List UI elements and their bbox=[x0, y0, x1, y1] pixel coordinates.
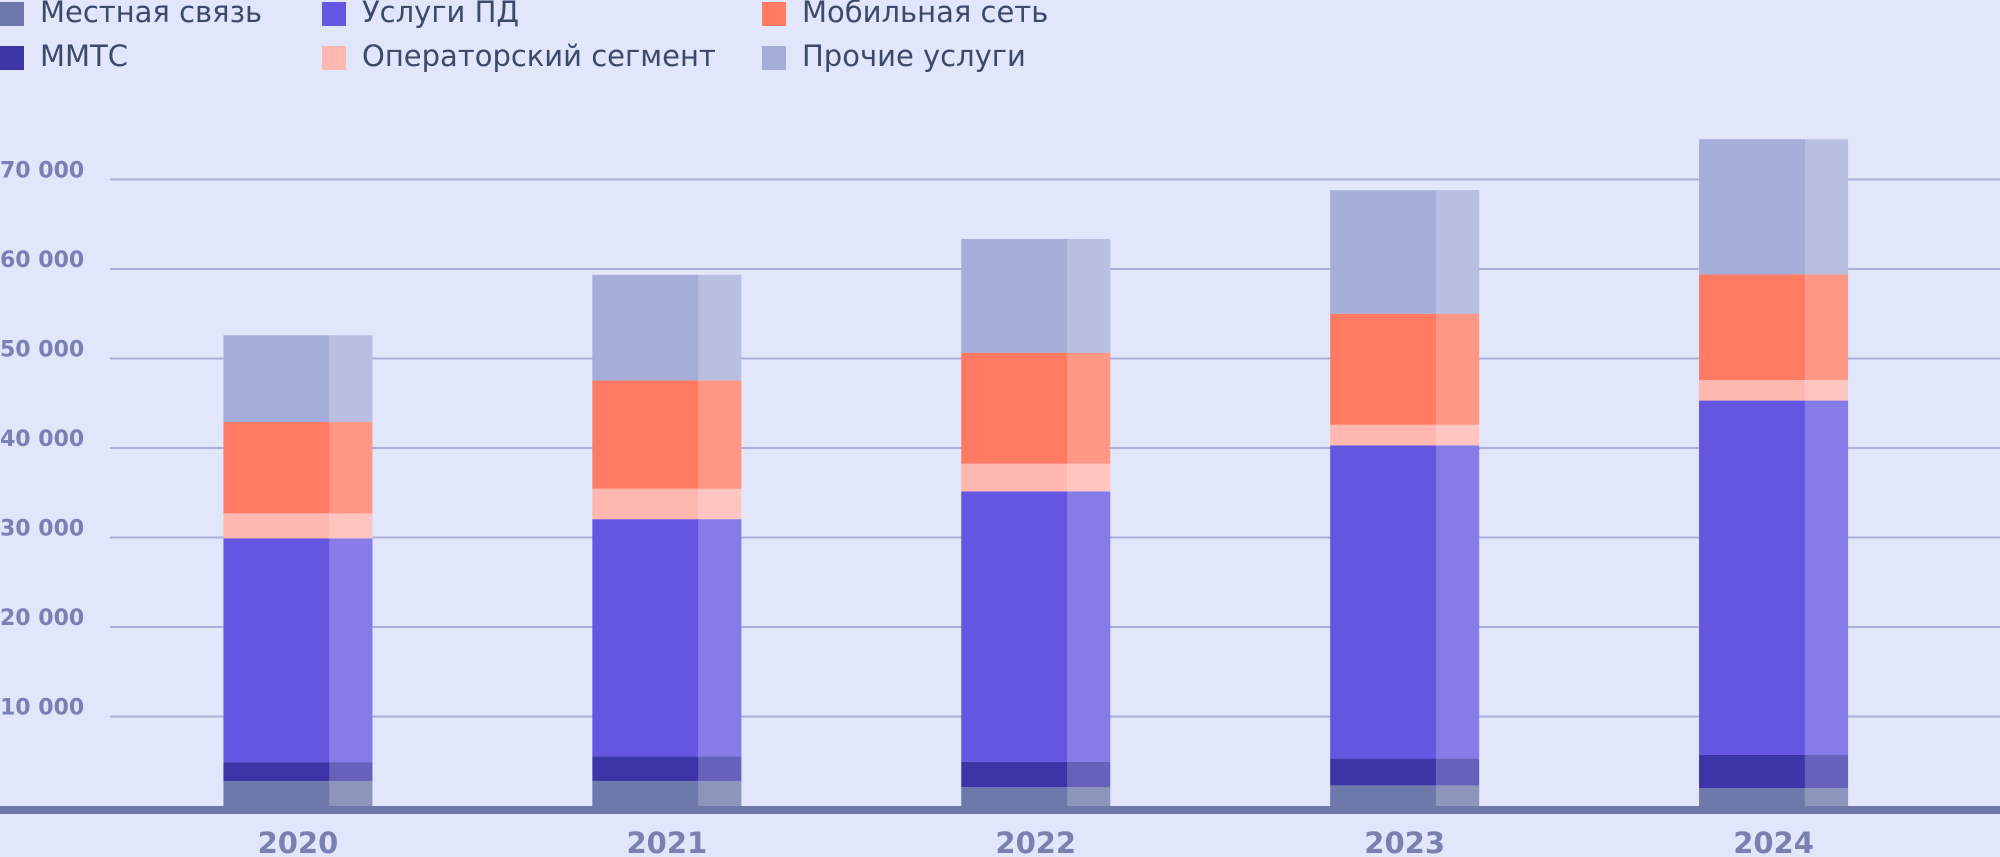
y-tick-label: 50 000 bbox=[0, 338, 84, 363]
bar-segment bbox=[223, 513, 373, 539]
y-tick-label: 60 000 bbox=[0, 248, 84, 273]
bar-segment bbox=[961, 491, 1111, 762]
legend-swatch bbox=[762, 46, 786, 70]
bar-highlight bbox=[329, 538, 373, 763]
legend-label: Местная связь bbox=[40, 0, 262, 29]
bar-highlight bbox=[329, 780, 373, 806]
legend-swatch bbox=[762, 2, 786, 26]
legend-swatch bbox=[0, 46, 24, 70]
bar-segment bbox=[1699, 754, 1849, 789]
y-tick-label: 30 000 bbox=[0, 517, 84, 542]
bar-highlight bbox=[329, 335, 373, 423]
bar-highlight bbox=[329, 762, 373, 781]
bar-highlight bbox=[1804, 788, 1849, 806]
bar-highlight bbox=[698, 756, 742, 781]
bar-segment bbox=[223, 422, 373, 514]
bar-segment bbox=[592, 488, 742, 520]
bar-segment bbox=[1699, 788, 1849, 806]
bar-highlight bbox=[698, 780, 742, 806]
bar-highlight bbox=[1067, 491, 1111, 762]
x-tick-label: 2022 bbox=[995, 826, 1076, 857]
bar-segment bbox=[592, 780, 742, 806]
x-tick-label: 2023 bbox=[1364, 826, 1445, 857]
bar-segment bbox=[1699, 139, 1849, 275]
legend-label: Операторский сегмент bbox=[362, 39, 716, 73]
bar-highlight bbox=[698, 488, 742, 520]
bar-highlight bbox=[1435, 190, 1480, 314]
bar-highlight bbox=[1067, 787, 1111, 806]
y-tick-label: 10 000 bbox=[0, 696, 84, 721]
bar-highlight bbox=[1804, 274, 1849, 380]
bar-highlight bbox=[329, 513, 373, 539]
x-tick-label: 2021 bbox=[626, 826, 707, 857]
bar-highlight bbox=[1435, 758, 1480, 786]
bar-segment bbox=[223, 762, 373, 781]
legend-swatch bbox=[0, 2, 24, 26]
bar-highlight bbox=[1067, 463, 1111, 492]
legend-label: Прочие услуги bbox=[802, 39, 1026, 73]
bar-highlight bbox=[1804, 379, 1849, 401]
bar-segment bbox=[1330, 785, 1480, 806]
bar-segment bbox=[592, 519, 742, 757]
bar-highlight bbox=[1067, 239, 1111, 353]
y-tick-label: 40 000 bbox=[0, 427, 84, 452]
bar-highlight bbox=[329, 422, 373, 514]
bar-segment bbox=[223, 538, 373, 763]
legend-label: Услуги ПД bbox=[362, 0, 519, 29]
bar-segment bbox=[961, 787, 1111, 806]
x-axis-line bbox=[0, 806, 2000, 814]
bar-highlight bbox=[1435, 424, 1480, 446]
bar-highlight bbox=[1804, 754, 1849, 789]
bar-segment bbox=[592, 274, 742, 381]
bar-segment bbox=[223, 780, 373, 806]
bar-highlight bbox=[1435, 313, 1480, 425]
bar-highlight bbox=[1435, 785, 1480, 806]
bar-segment bbox=[1699, 274, 1849, 380]
x-tick-label: 2020 bbox=[258, 826, 339, 857]
bar-highlight bbox=[698, 519, 742, 757]
bar-segment bbox=[1699, 400, 1849, 755]
bar-highlight bbox=[1067, 352, 1111, 464]
bar-segment bbox=[1330, 424, 1480, 446]
x-tick-label: 2024 bbox=[1733, 826, 1814, 857]
bar-segment bbox=[592, 380, 742, 489]
bar-segment bbox=[592, 756, 742, 781]
y-tick-label: 20 000 bbox=[0, 606, 84, 631]
legend-label: Мобильная сеть bbox=[802, 0, 1048, 29]
bar-segment bbox=[961, 761, 1111, 788]
bar-highlight bbox=[1067, 761, 1111, 788]
bar-segment bbox=[961, 352, 1111, 464]
bar-highlight bbox=[1435, 445, 1480, 759]
legend-swatch bbox=[322, 2, 346, 26]
bar-segment bbox=[1699, 379, 1849, 401]
y-tick-label: 70 000 bbox=[0, 159, 84, 184]
bar-highlight bbox=[698, 380, 742, 489]
bar-highlight bbox=[1804, 400, 1849, 755]
bar-segment bbox=[1330, 758, 1480, 786]
bar-highlight bbox=[698, 274, 742, 381]
bar-segment bbox=[1330, 313, 1480, 425]
legend-swatch bbox=[322, 46, 346, 70]
bar-segment bbox=[223, 335, 373, 423]
legend-label: ММТС bbox=[40, 39, 128, 73]
bar-segment bbox=[961, 239, 1111, 353]
bar-segment bbox=[1330, 190, 1480, 314]
bar-highlight bbox=[1804, 139, 1849, 275]
bar-segment bbox=[961, 463, 1111, 492]
bar-segment bbox=[1330, 445, 1480, 759]
